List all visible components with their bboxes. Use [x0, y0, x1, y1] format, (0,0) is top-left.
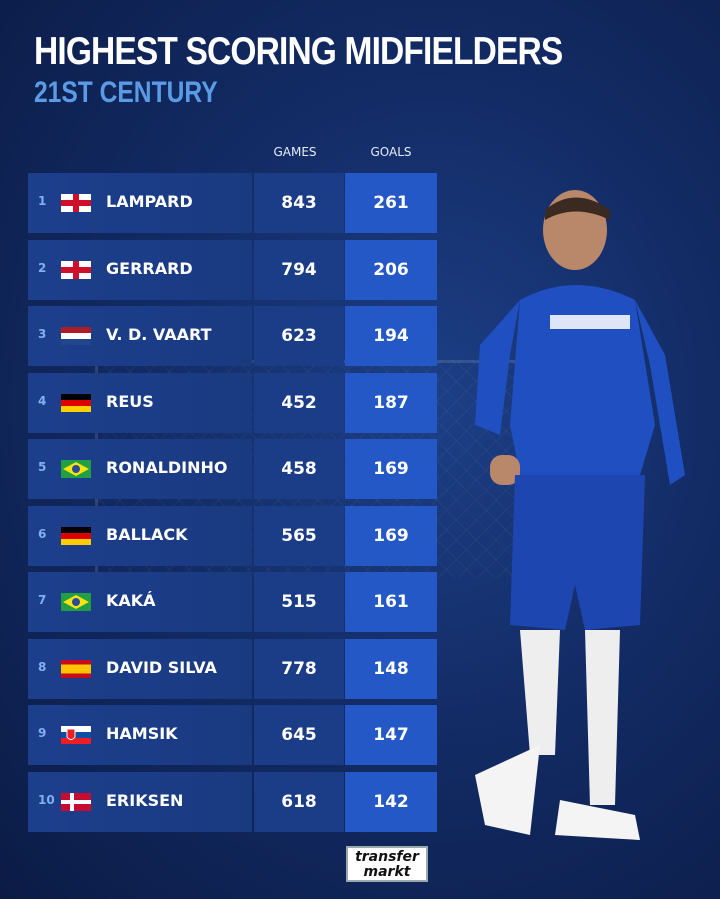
games-value: 843: [254, 173, 344, 233]
player-name: REUS: [106, 391, 154, 411]
rank: 5: [38, 460, 47, 474]
goals-value: 148: [345, 638, 437, 699]
table-row: 5 RONALDINHO 458 169: [28, 439, 438, 499]
england-flag-icon: [61, 194, 91, 212]
player-photo: [475, 190, 685, 840]
table-row: 6 BALLACK 565 169: [28, 505, 438, 566]
player-cell: 4 REUS: [28, 372, 252, 433]
rank: 10: [38, 792, 55, 807]
player-name: KAKÁ: [106, 591, 156, 610]
games-value: 778: [254, 638, 344, 699]
player-name: HAMSIK: [106, 724, 178, 743]
table-row: 9 HAMSIK 645 147: [28, 705, 438, 765]
brazil-flag-icon: [61, 593, 91, 611]
goals-value: 169: [345, 505, 437, 566]
player-name: DAVID SILVA: [106, 657, 217, 677]
germany-flag-icon: [61, 526, 91, 545]
games-value: 618: [254, 771, 344, 832]
player-name: V. D. VAART: [106, 325, 212, 344]
page-title: HIGHEST SCORING MIDFIELDERS: [34, 30, 563, 73]
rank: 3: [38, 327, 47, 341]
rank: 7: [38, 593, 47, 607]
table-row: 7 KAKÁ 515 161: [28, 572, 438, 632]
rank: 2: [38, 260, 47, 275]
header-games: GAMES: [273, 145, 317, 159]
player-cell: 3 V. D. VAART: [28, 306, 252, 366]
table-row: 3 V. D. VAART 623 194: [28, 306, 438, 366]
games-value: 458: [254, 439, 344, 499]
table-row: 10 ERIKSEN 618 142: [28, 771, 438, 832]
player-name: BALLACK: [106, 524, 188, 544]
goals-value: 142: [345, 771, 437, 832]
germany-flag-icon: [61, 393, 91, 412]
rank: 1: [38, 194, 47, 208]
goals-value: 169: [345, 439, 437, 499]
goals-value: 206: [345, 239, 437, 300]
goals-value: 194: [345, 306, 437, 366]
header-goals: GOALS: [370, 145, 412, 159]
games-value: 794: [254, 239, 344, 300]
table-row: 2 GERRARD 794 206: [28, 239, 438, 300]
goals-value: 187: [345, 372, 437, 433]
player-name: LAMPARD: [106, 192, 193, 211]
player-name: RONALDINHO: [106, 458, 228, 477]
rank: 9: [38, 726, 47, 740]
rank: 4: [38, 393, 47, 408]
player-cell: 7 KAKÁ: [28, 572, 252, 632]
rank: 8: [38, 659, 47, 674]
denmark-flag-icon: [61, 792, 91, 811]
brazil-flag-icon: [61, 460, 91, 478]
page-subtitle: 21ST CENTURY: [34, 76, 218, 109]
goals-value: 261: [345, 173, 437, 233]
player-name: GERRARD: [106, 258, 193, 278]
player-cell: 2 GERRARD: [28, 239, 252, 300]
player-cell: 1 LAMPARD: [28, 173, 252, 233]
games-value: 452: [254, 372, 344, 433]
england-flag-icon: [61, 260, 91, 279]
player-cell: 10 ERIKSEN: [28, 771, 252, 832]
table-row: 1 LAMPARD 843 261: [28, 173, 438, 233]
transfermarkt-logo: transfer markt: [346, 846, 428, 882]
rank: 6: [38, 526, 47, 541]
netherlands-flag-icon: [61, 327, 91, 345]
slovakia-flag-icon: [61, 726, 91, 744]
player-name: ERIKSEN: [106, 790, 184, 810]
games-value: 565: [254, 505, 344, 566]
player-cell: 8 DAVID SILVA: [28, 638, 252, 699]
table-row: 8 DAVID SILVA 778 148: [28, 638, 438, 699]
player-cell: 6 BALLACK: [28, 505, 252, 566]
games-value: 645: [254, 705, 344, 765]
table-row: 4 REUS 452 187: [28, 372, 438, 433]
goals-value: 161: [345, 572, 437, 632]
player-cell: 9 HAMSIK: [28, 705, 252, 765]
games-value: 623: [254, 306, 344, 366]
spain-flag-icon: [61, 659, 91, 678]
games-value: 515: [254, 572, 344, 632]
goals-value: 147: [345, 705, 437, 765]
player-cell: 5 RONALDINHO: [28, 439, 252, 499]
